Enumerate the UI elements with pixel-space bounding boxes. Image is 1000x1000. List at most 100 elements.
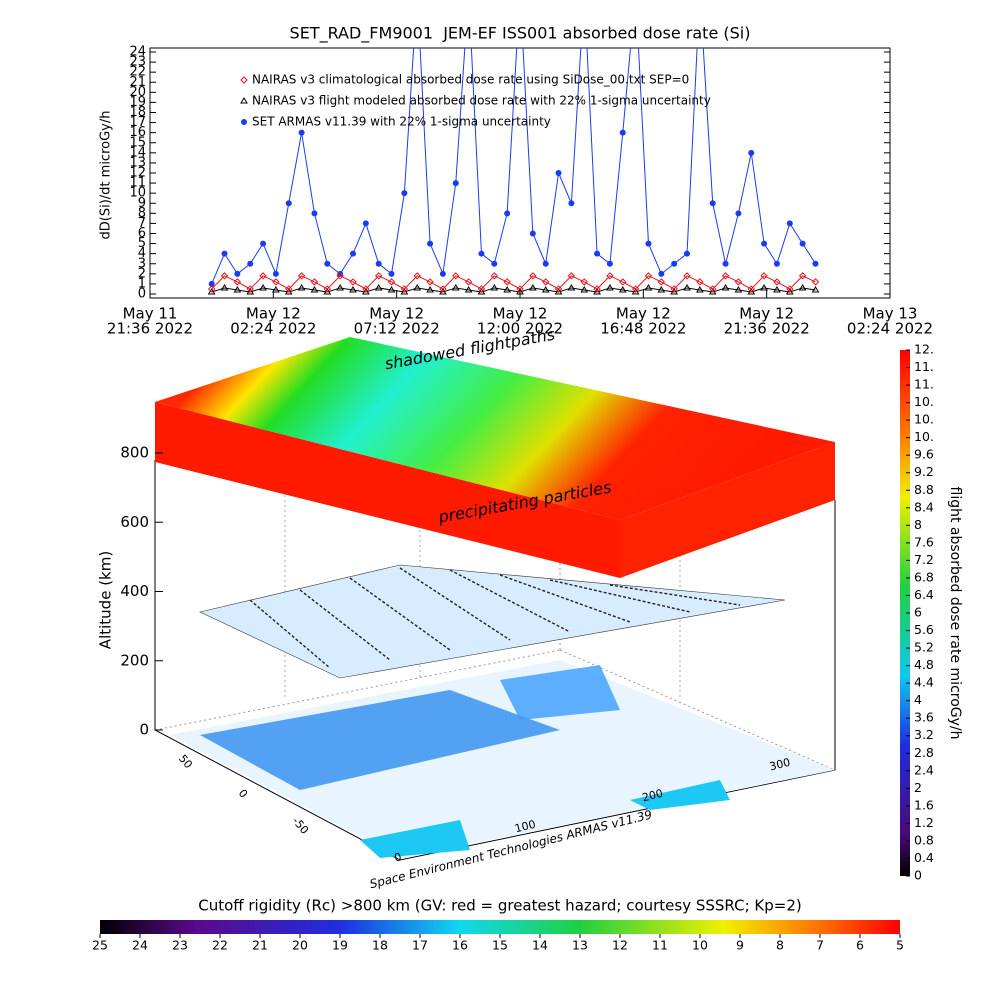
rigidity-tick-label: 22 <box>212 938 228 953</box>
point <box>748 149 755 156</box>
colorbar-tick-label: 3.6 <box>914 710 934 725</box>
x-tick-label: 12:00 2022 <box>477 320 563 338</box>
colorbar-tick-label: 6 <box>914 605 922 620</box>
plot-data <box>207 48 820 295</box>
x-tick-label: May 13 <box>863 305 918 323</box>
point <box>323 288 332 295</box>
point <box>644 272 653 280</box>
legend-item: NAIRAS v3 flight modeled absorbed dose r… <box>240 94 711 108</box>
surface-layers <box>154 337 836 861</box>
point <box>259 283 267 291</box>
colorbar-tick-label: 1.2 <box>914 815 934 830</box>
legend-item: NAIRAS v3 climatological absorbed dose r… <box>240 73 689 87</box>
point <box>567 272 576 280</box>
point <box>221 250 228 257</box>
point <box>477 285 486 293</box>
point <box>670 288 679 295</box>
point <box>387 278 396 286</box>
y-tick-label: 17 <box>129 115 146 130</box>
point <box>401 190 408 197</box>
point <box>439 288 447 295</box>
x-tick-label: 0 <box>393 850 403 864</box>
point <box>657 285 666 293</box>
point <box>811 278 820 286</box>
x-tick-label: May 12 <box>739 305 794 323</box>
point <box>580 278 588 286</box>
point <box>619 278 627 286</box>
y-tick-label: 3 <box>138 256 146 271</box>
point <box>709 200 716 207</box>
y-tick-label: 1 <box>138 276 146 291</box>
point <box>684 250 691 257</box>
point <box>272 285 280 293</box>
point <box>593 285 601 293</box>
point <box>606 272 614 280</box>
y-tick-label: 4 <box>138 246 146 261</box>
legend-marker <box>240 76 248 84</box>
colorbar-tick-label: 8 <box>914 517 922 532</box>
colorbar-tick-label: 2.8 <box>914 745 934 760</box>
rigidity-tick-label: 19 <box>332 938 348 953</box>
colorbar-tick-label: 10. <box>914 394 934 409</box>
x-tick-label: 07:12 2022 <box>354 320 440 338</box>
x-tick-label: 02:24 2022 <box>230 320 316 338</box>
point <box>683 272 691 280</box>
y-tick-label: 50 <box>176 752 195 771</box>
point <box>568 200 575 207</box>
point <box>259 272 267 280</box>
y-tick-label: 18 <box>129 105 146 120</box>
point <box>504 210 511 217</box>
colorbar-tick-label: 2.4 <box>914 762 934 777</box>
colorbar-tick-label: 10. <box>914 429 934 444</box>
rigidity-tick-label: 15 <box>492 938 508 953</box>
point <box>298 129 305 136</box>
point <box>362 285 370 293</box>
point <box>426 278 434 286</box>
y-tick-label: 0 <box>138 287 146 302</box>
y-tick-label: 23 <box>129 55 146 70</box>
y-tick-label: 11 <box>129 176 146 191</box>
point <box>349 285 357 293</box>
y-axis-label: dD(Si)/dt microGy/h <box>99 111 114 240</box>
colorbar-tick-label: 12. <box>914 342 934 357</box>
point <box>361 288 370 295</box>
colorbar-tick-label: 2 <box>914 780 922 795</box>
point <box>387 285 396 293</box>
point <box>528 283 537 291</box>
colorbar-tick-label: 4 <box>914 692 922 707</box>
point <box>670 285 678 293</box>
chart-title: SET_RAD_FM9001 JEM-EF ISS001 absorbed do… <box>290 24 751 44</box>
y-tick-label: 20 <box>129 85 146 100</box>
z-tick-label: 0 <box>139 721 149 739</box>
point <box>208 280 215 287</box>
colorbar-tick-label: 6.4 <box>914 587 934 602</box>
z-tick-label: 800 <box>120 444 149 462</box>
rigidity-tick-label: 6 <box>856 938 864 953</box>
colorbar-tick-label: 10. <box>914 412 934 427</box>
point <box>516 285 524 293</box>
point <box>554 288 563 295</box>
point <box>734 285 743 293</box>
rigidity-tick-label: 11 <box>652 938 668 953</box>
point <box>798 283 807 291</box>
colorbar-tick-label: 5.6 <box>914 622 934 637</box>
legend-label: NAIRAS v3 flight modeled absorbed dose r… <box>252 94 711 108</box>
point <box>478 250 485 257</box>
point <box>580 285 589 293</box>
x-tick-label: May 12 <box>246 305 301 323</box>
colorbar-tick-label: 7.2 <box>914 552 934 567</box>
point <box>786 220 793 227</box>
point <box>812 260 819 267</box>
point <box>413 283 422 291</box>
x-tick-label: 02:24 2022 <box>847 320 933 338</box>
point <box>451 283 460 291</box>
y-tick-label: 0 <box>236 787 250 801</box>
point <box>285 200 292 207</box>
point <box>734 278 743 286</box>
point <box>721 272 730 280</box>
colorbar-tick-label: 0 <box>914 868 922 883</box>
point <box>234 270 241 277</box>
colorbar-tick-label: 9.6 <box>914 447 934 462</box>
point <box>220 272 229 280</box>
point <box>207 288 216 295</box>
